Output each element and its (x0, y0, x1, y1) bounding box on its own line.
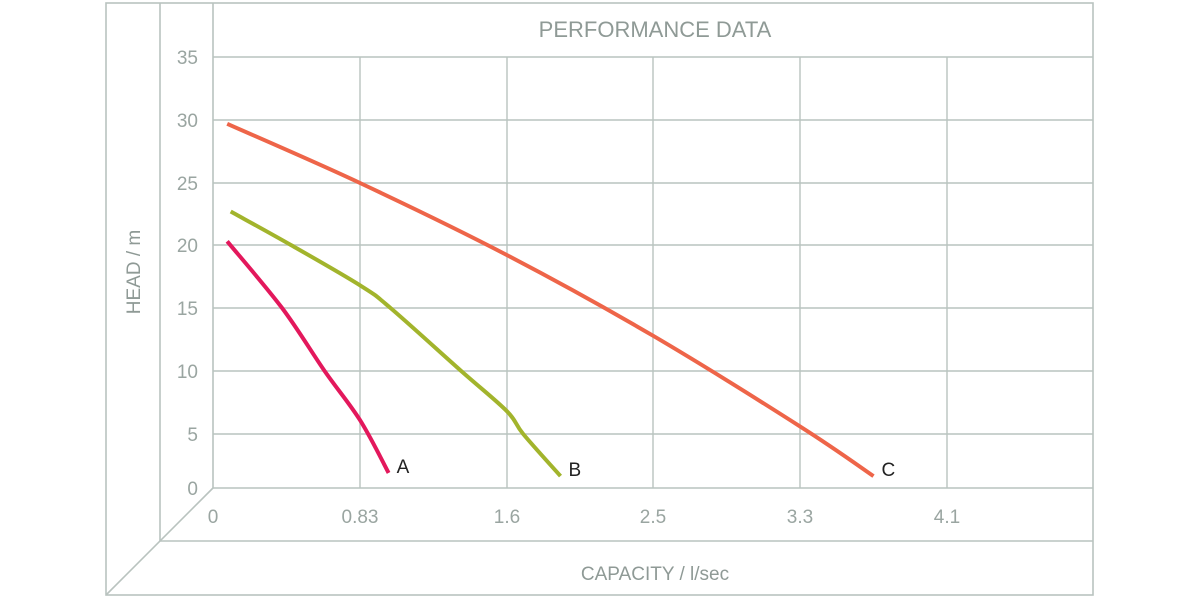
x-tick-label: 3.3 (787, 507, 813, 528)
curve-b (229, 209, 562, 478)
grid-lines (213, 56, 1093, 488)
chart-title: PERFORMANCE DATA (539, 17, 772, 42)
y-tick-label: 30 (177, 111, 198, 132)
y-tick-label: 0 (187, 479, 198, 500)
perspective-diagonal (105, 487, 214, 596)
x-axis-title: CAPACITY / l/sec (581, 564, 729, 585)
x-tick-label: 1.6 (494, 507, 520, 528)
y-axis-ticks: 0 5 10 15 20 25 30 35 (177, 48, 198, 500)
curve-label-a: A (397, 457, 410, 478)
y-tick-label: 15 (177, 299, 198, 320)
curve-a (225, 240, 391, 474)
y-tick-label: 35 (177, 48, 198, 69)
x-tick-label: 0 (208, 507, 219, 528)
x-tick-label: 2.5 (640, 507, 666, 528)
performance-curves: A B C (225, 121, 896, 481)
y-tick-label: 25 (177, 174, 198, 195)
x-axis-ticks: 0 0.83 1.6 2.5 3.3 4.1 (208, 507, 961, 528)
y-tick-label: 5 (187, 425, 198, 446)
y-axis-title: HEAD / m (124, 230, 145, 314)
curve-label-b: B (569, 460, 582, 481)
y-tick-label: 20 (177, 236, 198, 257)
y-tick-label: 10 (177, 362, 198, 383)
x-tick-label: 4.1 (934, 507, 960, 528)
curve-c (226, 121, 875, 478)
outer-frame (105, 2, 1094, 596)
x-tick-label: 0.83 (342, 507, 379, 528)
curve-label-c: C (882, 460, 896, 481)
